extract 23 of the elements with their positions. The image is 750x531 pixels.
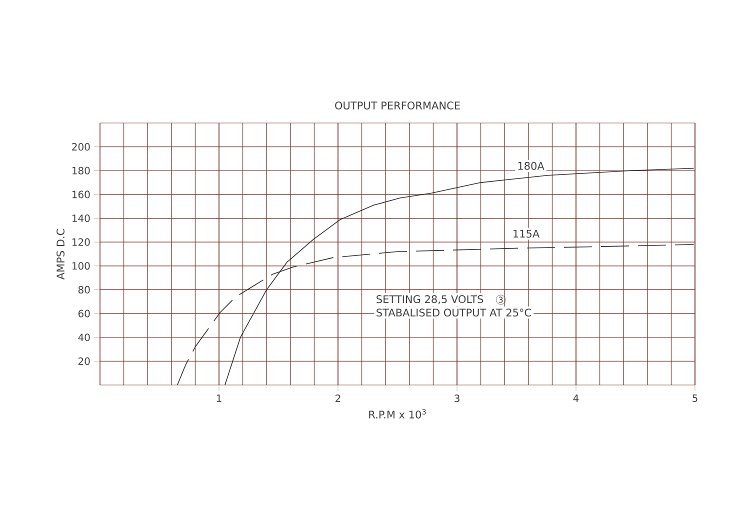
y-tick-label: 180	[72, 166, 90, 174]
x-tick-label: 3	[454, 394, 460, 402]
y-tick-label: 120	[72, 238, 90, 246]
annotation: STABALISED OUTPUT AT 25°C	[376, 308, 532, 317]
x-axis-title: R.P.M x 10$^{3}$	[369, 408, 426, 419]
series-label: 180A	[518, 162, 544, 170]
series-label: 115A	[514, 230, 540, 238]
x-tick-label: 4	[573, 394, 579, 402]
annotation: SETTING 28,5 VOLTS	[376, 295, 484, 304]
x-tick-label: 2	[336, 394, 340, 402]
y-tick-label: 140	[72, 214, 90, 222]
y-tick-label: 20	[78, 357, 90, 365]
y-tick-label: 160	[72, 190, 90, 198]
y-tick-label: 60	[78, 310, 90, 318]
y-tick-label: 200	[72, 143, 90, 151]
chart-title: OUTPUT PERFORMANCE	[335, 102, 460, 110]
y-tick-label: 80	[78, 286, 90, 294]
y-tick-label: 100	[72, 262, 90, 270]
x-tick-label: 5	[692, 394, 698, 402]
y-axis-title: AMPS D.C	[56, 228, 65, 280]
x-tick-label: 1	[216, 394, 222, 402]
y-tick-label: 40	[78, 334, 90, 342]
annotation: 3	[498, 296, 503, 303]
